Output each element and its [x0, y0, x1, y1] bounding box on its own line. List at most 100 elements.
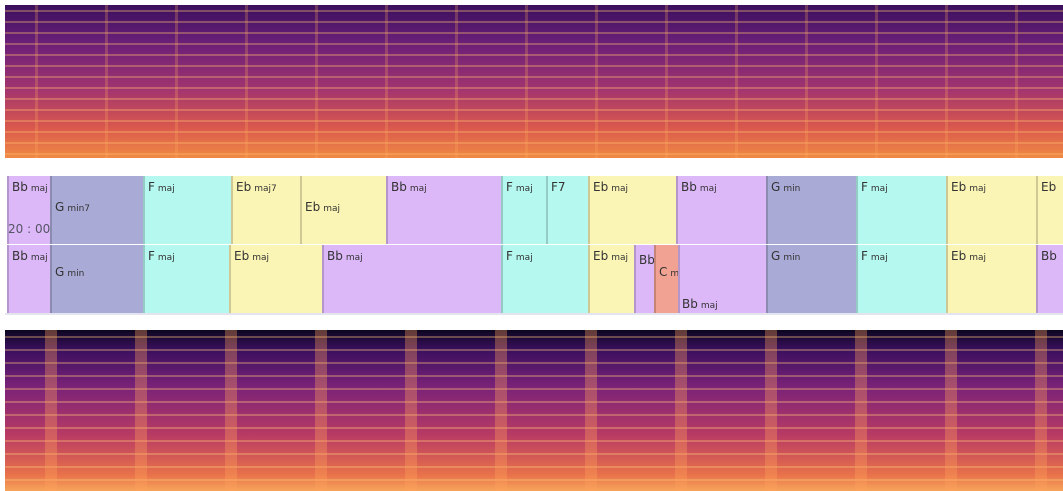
chord-quality: min [783, 253, 801, 263]
chord-root: F [506, 180, 513, 194]
chord-root: Bb [327, 249, 343, 263]
chord-root: Eb [593, 180, 609, 194]
chord-segment[interactable]: Eb maj [588, 245, 634, 313]
chord-label: Eb maj [951, 249, 986, 263]
chord-quality: maj [157, 253, 175, 263]
chord-root: C [659, 265, 668, 279]
chord-label: Eb [1041, 180, 1056, 194]
chord-root: Eb [951, 249, 967, 263]
chord-segment[interactable]: Eb maj [946, 176, 1036, 244]
chord-quality: maj [323, 204, 340, 214]
chord-segment[interactable]: Bb maj [7, 245, 50, 313]
chord-root: G [771, 180, 781, 194]
chord-quality: maj [157, 184, 175, 194]
chord-quality: maj [700, 301, 718, 311]
chord-quality: maj [515, 184, 533, 194]
chord-label: Bb maj [682, 297, 718, 311]
chord-label: Bb maj [327, 249, 363, 263]
chord-quality: maj [30, 184, 48, 194]
chord-label: Bb [1041, 249, 1057, 263]
chord-segment[interactable]: Eb maj [300, 176, 386, 244]
chord-quality: maj [969, 184, 986, 194]
chord-label: Bb maj [12, 180, 48, 194]
chord-root: Bb [12, 180, 28, 194]
chord-segment[interactable]: Bb maj [322, 245, 501, 313]
chord-label: Eb maj [305, 200, 340, 214]
chord-segment[interactable]: Bb maj [7, 176, 50, 244]
chord-quality: maj [252, 253, 269, 263]
chord-segment[interactable]: Cmin [654, 245, 687, 313]
chord-root: Eb [234, 249, 250, 263]
chord-root: F [148, 180, 155, 194]
chord-quality: maj [30, 253, 48, 263]
chord-segment[interactable]: Bb maj [386, 176, 501, 244]
chord-root: Bb [682, 297, 698, 311]
chord-root: F [148, 249, 155, 263]
spectrogram [5, 330, 1063, 491]
chord-quality: maj [870, 253, 888, 263]
chord-root: F [861, 249, 868, 263]
chord-segment[interactable]: Eb maj7 [231, 176, 300, 244]
chord-quality: min [67, 269, 85, 279]
chord-segment[interactable]: Eb maj [229, 245, 322, 313]
chord-root: Bb [1041, 249, 1057, 263]
chord-root: Bb [391, 180, 407, 194]
chord-segment[interactable]: Bb [1036, 245, 1063, 313]
chord-root: Bb [639, 253, 655, 267]
chord-root: Eb [593, 249, 609, 263]
spectrogram [5, 5, 1063, 158]
chord-segment[interactable]: F7 [546, 176, 588, 244]
chord-segment[interactable]: Eb maj [946, 245, 1036, 313]
chord-root: Eb [1041, 180, 1057, 194]
chord-segment[interactable]: Bb maj [676, 176, 766, 244]
chord-root: G [55, 200, 65, 214]
chord-quality: maj [870, 184, 888, 194]
chord-segment[interactable]: Eb maj [588, 176, 676, 244]
chord-segment[interactable]: Bb maj [678, 245, 766, 313]
timestamp: 20 : 00 [8, 222, 51, 236]
chord-root: G [55, 265, 65, 279]
chord-quality: maj [611, 184, 628, 194]
chord-track: BbmajGminFmajEbmajBbmajFmajEbmajBbmaj/3C… [0, 245, 1063, 313]
chord-quality: min [783, 184, 801, 194]
chord-label: Bb maj [681, 180, 717, 194]
chord-label: Eb maj [234, 249, 269, 263]
chord-root: Bb [12, 249, 28, 263]
chord-root: F [506, 249, 513, 263]
chord-quality: maj [699, 184, 717, 194]
separator [5, 313, 1063, 315]
chord-root: F [861, 180, 868, 194]
chord-root: Bb [681, 180, 697, 194]
chord-quality: maj [969, 253, 986, 263]
chord-root: G [771, 249, 781, 263]
chord-quality: maj7 [254, 184, 277, 194]
chord-segment[interactable]: Eb [1036, 176, 1063, 244]
chord-root: Eb [305, 200, 321, 214]
chord-quality: maj [345, 253, 363, 263]
chord-quality: maj [611, 253, 628, 263]
chord-quality: min7 [67, 204, 91, 214]
